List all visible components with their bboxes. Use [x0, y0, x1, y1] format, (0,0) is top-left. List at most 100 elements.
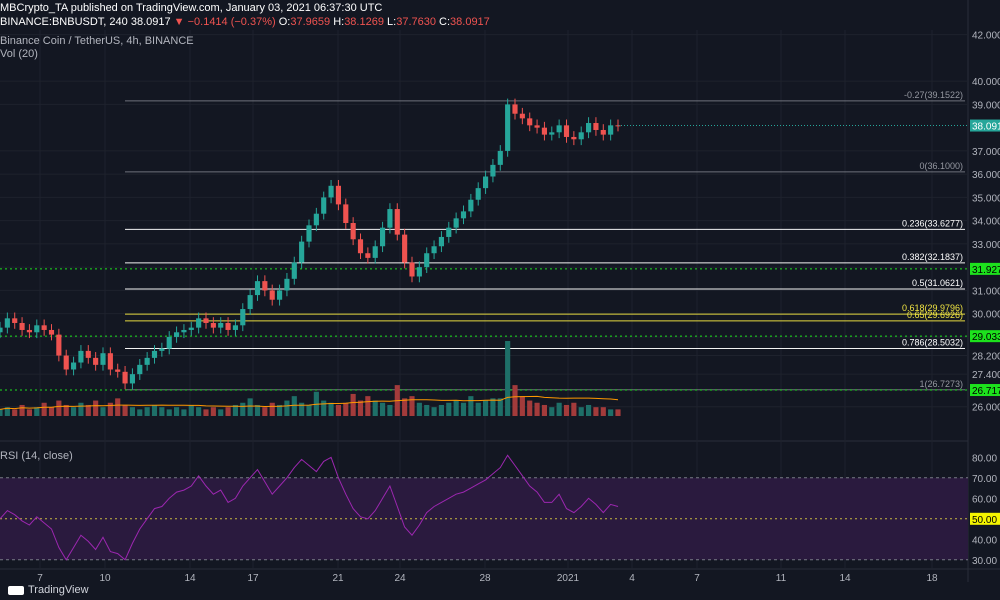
- volume-bar: [519, 396, 525, 416]
- price-tick-label: 26.0000: [972, 403, 1000, 414]
- candle-body: [137, 364, 143, 375]
- candle-body: [218, 322, 224, 328]
- volume-bar: [48, 407, 55, 416]
- candle-body: [247, 295, 253, 310]
- tradingview-logo[interactable]: TradingView: [8, 584, 89, 596]
- candle-body: [490, 164, 496, 177]
- fib-level-label: 0.65(29.6926): [907, 310, 963, 320]
- volume-bar: [93, 400, 99, 416]
- volume-bar: [497, 398, 503, 416]
- tradingview-brand-text: TradingView: [28, 584, 89, 596]
- volume-bar: [166, 409, 172, 416]
- candle-body: [129, 374, 136, 384]
- candle-body: [159, 348, 165, 351]
- candle-body: [460, 211, 467, 219]
- volume-bar: [41, 402, 47, 416]
- candle-body: [34, 325, 40, 333]
- high-value: 38.1269: [344, 16, 384, 28]
- candle-body: [446, 227, 452, 237]
- volume-bar: [549, 407, 555, 416]
- volume-bar: [240, 402, 246, 416]
- support-price-tag: [970, 330, 1000, 343]
- candle-body: [387, 209, 393, 228]
- price-tick-label: 31.0000: [972, 286, 1000, 297]
- candle-body: [541, 127, 548, 135]
- volume-bar: [387, 404, 393, 416]
- candle-body: [585, 123, 592, 133]
- volume-bar: [181, 409, 187, 416]
- price-tick-label: 42.0000: [972, 31, 1000, 42]
- candle-body: [173, 332, 180, 337]
- candle-body: [409, 262, 415, 277]
- rsi-indicator-label[interactable]: RSI (14, close): [0, 450, 73, 462]
- volume-bar: [284, 400, 290, 416]
- rsi-tick-label: 70.00: [972, 474, 997, 485]
- candle-body: [48, 329, 55, 335]
- volume-bar: [188, 404, 194, 416]
- volume-indicator-label[interactable]: Vol (20): [0, 48, 38, 60]
- volume-bar: [593, 407, 599, 416]
- candle-body: [571, 136, 577, 140]
- volume-bar: [365, 396, 371, 416]
- volume-bar: [600, 407, 606, 416]
- candle-body: [144, 357, 150, 365]
- support-price-label: 29.0334: [972, 332, 1000, 343]
- tradingview-mark-icon: [8, 585, 24, 595]
- volume-bar: [402, 398, 408, 416]
- volume-bar: [19, 404, 25, 416]
- volume-bar: [34, 407, 40, 416]
- close-value: 38.0917: [450, 16, 490, 28]
- price-tick-label: 35.0000: [972, 193, 1000, 204]
- rsi-line: [0, 454, 619, 561]
- volume-bar: [269, 402, 275, 416]
- candle-body: [505, 104, 511, 151]
- volume-bar: [578, 407, 584, 416]
- x-tick-label: 2021: [557, 573, 580, 584]
- candle-body: [475, 188, 481, 200]
- volume-bar: [210, 407, 216, 416]
- candle-body: [306, 225, 312, 242]
- volume-bar: [225, 407, 231, 416]
- volume-bar: [379, 402, 386, 416]
- candle-body: [232, 325, 239, 330]
- volume-bar: [129, 407, 136, 416]
- candle-body: [556, 125, 562, 133]
- support-price-tag: [970, 384, 1000, 397]
- candle-body: [482, 176, 489, 189]
- candle-body: [365, 253, 371, 258]
- candle-body: [4, 318, 10, 328]
- volume-bar: [424, 404, 430, 416]
- fib-level-label: 0.5(31.0621): [912, 278, 963, 288]
- candle-body: [284, 278, 290, 291]
- publisher-line: MBCrypto_TA published on TradingView.com…: [0, 2, 383, 14]
- volume-bar: [460, 402, 467, 416]
- rsi-tick-label: 80.00: [972, 453, 997, 464]
- x-tick-label: 11: [776, 573, 787, 584]
- candle-body: [56, 334, 62, 356]
- x-tick-label: 17: [247, 573, 259, 584]
- volume-bar: [512, 385, 518, 416]
- candle-body: [313, 213, 319, 226]
- candle-body: [350, 223, 356, 240]
- symbol-line: BINANCE:BNBUSDT, 240 38.0917 ▼ −0.1414 (…: [0, 16, 490, 28]
- candle-body: [416, 267, 422, 277]
- symbol-name[interactable]: BINANCE:BNBUSDT, 240: [0, 16, 128, 28]
- price-tick-label: 28.2000: [972, 352, 1000, 363]
- x-tick-label: 24: [394, 573, 406, 584]
- volume-bar: [563, 404, 570, 416]
- candle-body: [115, 369, 121, 372]
- volume-ma-line: [0, 395, 619, 410]
- candle-body: [151, 350, 158, 358]
- candle-body: [402, 234, 408, 263]
- volume-bar: [196, 407, 202, 416]
- candle-body: [181, 329, 187, 333]
- candle-body: [600, 129, 606, 135]
- x-tick-label: 14: [184, 573, 196, 584]
- volume-bar: [416, 402, 422, 416]
- volume-bar: [556, 402, 562, 416]
- candle-body: [203, 318, 209, 323]
- volume-bar: [70, 407, 77, 416]
- price-tick-label: 40.0000: [972, 77, 1000, 88]
- price-tick-label: 30.0000: [972, 310, 1000, 321]
